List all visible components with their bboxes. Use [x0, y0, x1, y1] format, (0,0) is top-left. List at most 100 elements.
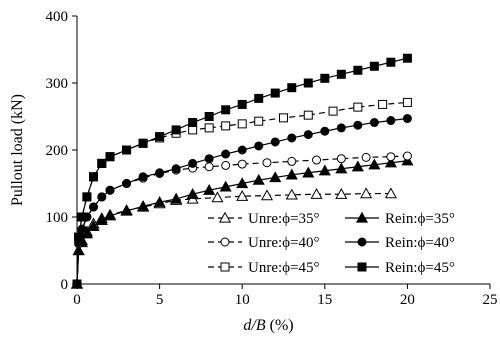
data-point	[369, 61, 379, 71]
data-point	[72, 279, 82, 289]
data-point	[335, 187, 348, 199]
data-point	[260, 189, 274, 201]
legend: Unre:ϕ=35° Rein:ϕ=35° Unre:ϕ=40° Rein:ϕ=40°…	[208, 211, 455, 276]
data-point	[310, 187, 323, 199]
data-point	[122, 179, 132, 188]
data-point	[384, 187, 397, 199]
data-point	[360, 187, 373, 199]
legend-item: Unre:ϕ=35°	[208, 211, 320, 227]
data-point	[105, 152, 115, 162]
data-point	[87, 220, 100, 232]
data-point	[270, 88, 280, 98]
data-point	[312, 155, 322, 165]
data-point	[335, 162, 348, 174]
data-point	[105, 185, 115, 195]
data-point	[378, 99, 388, 109]
data-point	[138, 138, 148, 148]
x-axis-title-variable: d/B	[243, 317, 265, 334]
legend-item: Unre:ϕ=40°	[208, 235, 320, 251]
x-tick-label: 15	[317, 292, 332, 308]
series-line	[76, 101, 408, 285]
x-tick-label: 10	[235, 292, 250, 308]
data-point	[254, 93, 264, 103]
legend-item: Unre:ϕ=45°	[208, 260, 320, 276]
data-point	[138, 172, 148, 182]
data-point	[303, 110, 313, 120]
data-point	[97, 192, 107, 202]
legend-swatch-marker	[218, 211, 232, 223]
data-point	[204, 123, 214, 133]
legend-label: Unre:ϕ=35°	[248, 211, 320, 227]
y-tick-label: 300	[46, 76, 69, 92]
data-point	[279, 113, 288, 123]
data-point	[77, 212, 87, 222]
y-tick-label: 100	[46, 210, 69, 226]
data-point	[137, 200, 150, 211]
legend-label: Rein:ϕ=35°	[385, 211, 455, 227]
series-line	[76, 192, 391, 285]
data-point	[336, 123, 346, 133]
data-point	[302, 166, 315, 178]
series-line	[76, 117, 408, 285]
data-point	[303, 130, 313, 140]
data-point	[236, 190, 249, 201]
data-point	[219, 180, 232, 192]
data-point	[351, 160, 364, 172]
data-point	[287, 133, 297, 143]
legend-label: Unre:ϕ=40°	[248, 235, 320, 251]
data-point	[402, 151, 412, 161]
data-point	[269, 171, 282, 183]
data-point	[120, 204, 133, 216]
data-point	[361, 152, 371, 162]
data-point	[221, 160, 231, 170]
data-point	[320, 73, 330, 83]
data-point	[369, 118, 379, 128]
x-tick-label: 5	[156, 292, 164, 308]
data-point	[328, 106, 338, 116]
data-point	[285, 188, 298, 200]
legend-label: Rein:ϕ=40°	[385, 235, 455, 251]
data-point	[211, 191, 224, 203]
data-point	[82, 192, 92, 202]
data-point	[402, 53, 412, 63]
data-point	[74, 232, 84, 242]
data-point	[221, 149, 231, 159]
y-tick-label: 200	[46, 143, 69, 159]
x-axis-title: d/B (%)	[243, 317, 293, 334]
data-point	[285, 168, 298, 180]
data-point	[155, 168, 165, 178]
legend-item: Rein:ϕ=35°	[345, 211, 455, 227]
series-4	[72, 114, 412, 289]
data-point	[402, 114, 412, 124]
data-point	[204, 112, 214, 121]
data-point	[122, 145, 132, 155]
data-point	[155, 132, 165, 142]
data-point	[170, 192, 183, 204]
legend-swatch-marker	[220, 262, 230, 272]
x-tick-label: 0	[73, 292, 81, 308]
data-point	[368, 158, 381, 170]
series-6	[72, 53, 412, 289]
data-point	[236, 177, 249, 189]
y-tick-label: 400	[46, 9, 69, 25]
data-point	[402, 97, 412, 107]
data-point	[318, 164, 331, 176]
data-point	[386, 152, 396, 162]
legend-swatch-marker	[357, 262, 367, 272]
data-point	[188, 118, 198, 128]
data-point	[188, 158, 198, 168]
data-point	[386, 116, 396, 126]
data-point	[221, 121, 231, 131]
data-point	[204, 162, 214, 172]
legend-swatch-marker	[357, 237, 367, 247]
data-point	[97, 158, 107, 168]
data-point	[353, 120, 363, 130]
data-point	[237, 99, 247, 109]
y-axis-title: Pullout load (kN)	[9, 94, 26, 206]
data-point	[336, 69, 346, 79]
data-point	[386, 57, 396, 67]
data-point	[221, 105, 231, 115]
data-point	[270, 137, 280, 147]
